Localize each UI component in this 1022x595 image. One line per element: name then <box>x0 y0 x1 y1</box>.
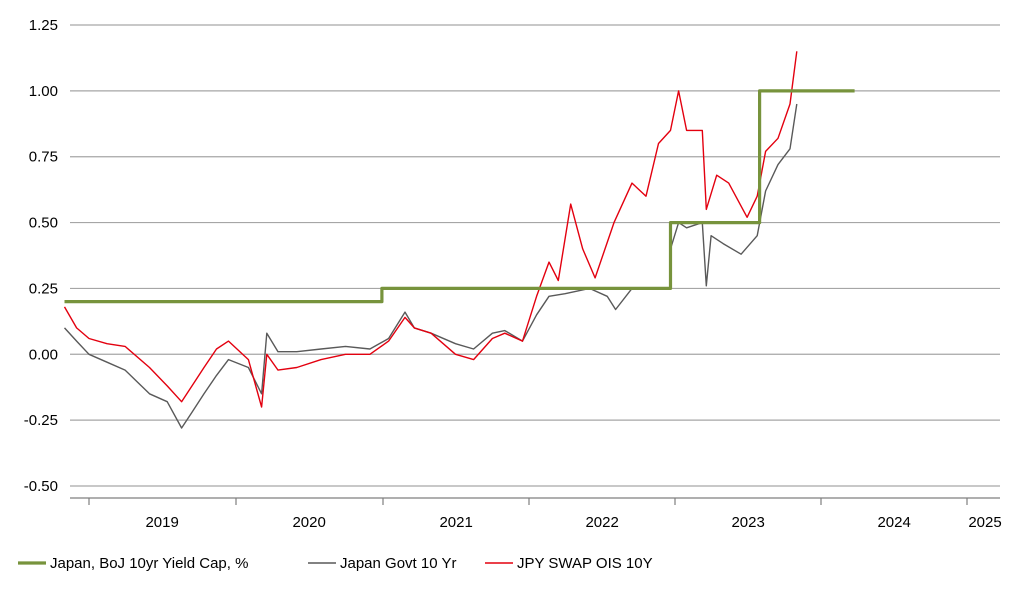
y-tick-label: 0.00 <box>29 346 58 363</box>
y-axis-tick-labels: 1.25 1.00 0.75 0.50 0.25 0.00 -0.25 -0.50 <box>24 17 58 495</box>
y-tick-label: 0.50 <box>29 215 58 232</box>
x-tick-label: 2025 <box>968 514 1001 531</box>
y-tick-label: -0.50 <box>24 478 58 495</box>
series-line-japan-boj-10yr-yield-cap <box>64 89 855 304</box>
legend: Japan, BoJ 10yr Yield Cap, % Japan Govt 1… <box>18 555 653 572</box>
y-tick-label: 0.75 <box>29 149 58 166</box>
y-tick-label: -0.25 <box>24 412 58 429</box>
legend-label-jpy-swap-ois-10y: JPY SWAP OIS 10Y <box>517 555 653 572</box>
series-line-japan-govt-10-yr <box>63 103 798 429</box>
y-tick-label: 1.25 <box>29 17 58 34</box>
x-tick-label: 2021 <box>439 514 472 531</box>
x-axis: 2019 2020 2021 2022 2023 2024 2025 <box>70 497 1002 531</box>
legend-label-japan-boj-10yr-yield-cap: Japan, BoJ 10yr Yield Cap, % <box>50 555 248 572</box>
gridlines <box>70 24 1000 487</box>
y-tick-label: 0.25 <box>29 280 58 297</box>
x-tick-label: 2023 <box>731 514 764 531</box>
x-tick-label: 2022 <box>585 514 618 531</box>
x-tick-label: 2024 <box>877 514 910 531</box>
legend-label-japan-govt-10-yr: Japan Govt 10 Yr <box>340 555 456 572</box>
series-lines <box>63 51 855 429</box>
x-tick-label: 2019 <box>145 514 178 531</box>
x-tick-label: 2020 <box>292 514 325 531</box>
y-tick-label: 1.00 <box>29 83 58 100</box>
series-line-jpy-swap-ois-10y <box>63 51 798 408</box>
